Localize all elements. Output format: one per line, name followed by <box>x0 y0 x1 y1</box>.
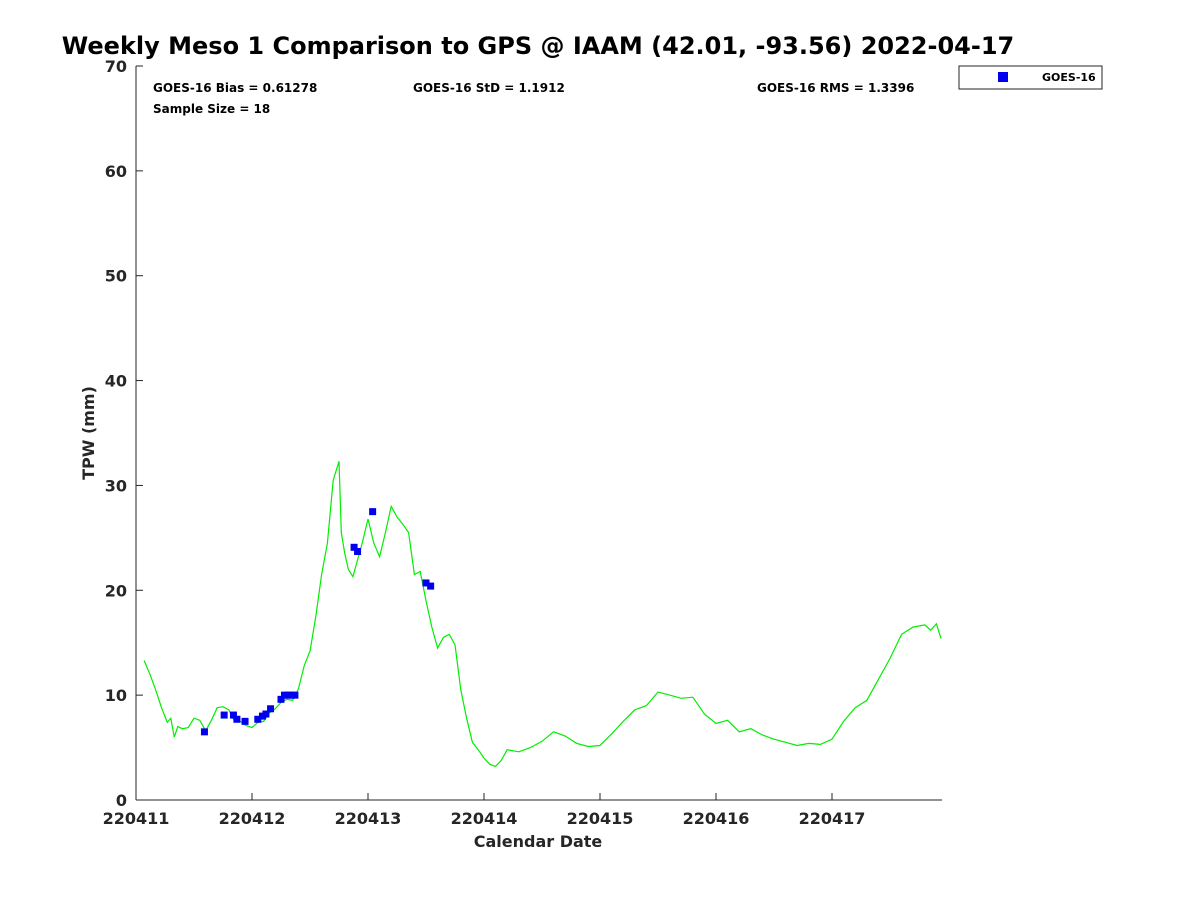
goes16-point <box>277 695 285 703</box>
legend-label-goes16: GOES-16 <box>1042 71 1096 84</box>
goes16-point <box>350 543 358 551</box>
goes16-point <box>427 582 435 590</box>
y-tick-label: 50 <box>105 267 127 286</box>
goes16-point <box>262 710 270 718</box>
y-tick-label: 20 <box>105 581 127 600</box>
x-axis-ticks: 220411 220412 220413 220414 220415 220416 2204… <box>103 793 866 828</box>
x-tick-label: 220413 <box>335 809 402 828</box>
y-tick-label: 70 <box>105 57 127 76</box>
goes16-point <box>267 705 275 713</box>
y-tick-label: 60 <box>105 162 127 181</box>
x-tick-label: 220414 <box>451 809 518 828</box>
chart-title: Weekly Meso 1 Comparison to GPS @ IAAM (… <box>62 32 1014 60</box>
legend: GOES-16 <box>958 65 1103 90</box>
legend-marker-goes16 <box>998 72 1008 82</box>
goes16-point <box>241 717 249 725</box>
y-tick-label: 40 <box>105 372 127 391</box>
goes16-point <box>229 711 237 719</box>
x-tick-label: 220415 <box>567 809 634 828</box>
goes16-point <box>200 728 208 736</box>
sample-size-stat: Sample Size = 18 <box>153 102 270 116</box>
legend-box <box>958 65 1103 90</box>
goes16-point <box>369 508 377 516</box>
y-axis-label: TPW (mm) <box>79 386 98 480</box>
goes16-point <box>254 715 262 723</box>
goes16-point <box>233 715 241 723</box>
bias-stat: GOES-16 Bias = 0.61278 <box>153 81 317 95</box>
goes16-point <box>220 711 228 719</box>
y-tick-label: 10 <box>105 686 127 705</box>
y-tick-label: 30 <box>105 476 127 495</box>
y-axis-ticks: 0 10 20 30 40 50 60 70 <box>105 57 143 810</box>
goes16-point <box>291 691 299 699</box>
plot-area: 0 10 20 30 40 50 60 70 220411 220412 220413 220414… <box>103 57 942 828</box>
y-tick-label: 0 <box>116 791 127 810</box>
std-stat: GOES-16 StD = 1.1912 <box>413 81 565 95</box>
x-tick-label: 220412 <box>219 809 286 828</box>
x-tick-label: 220411 <box>103 809 170 828</box>
x-axis-label: Calendar Date <box>474 832 603 851</box>
goes16-point <box>422 579 430 587</box>
x-tick-label: 220417 <box>799 809 866 828</box>
rms-stat: GOES-16 RMS = 1.3396 <box>757 81 914 95</box>
x-tick-label: 220416 <box>683 809 750 828</box>
goes16-point <box>354 547 362 555</box>
series-layer <box>143 461 942 768</box>
